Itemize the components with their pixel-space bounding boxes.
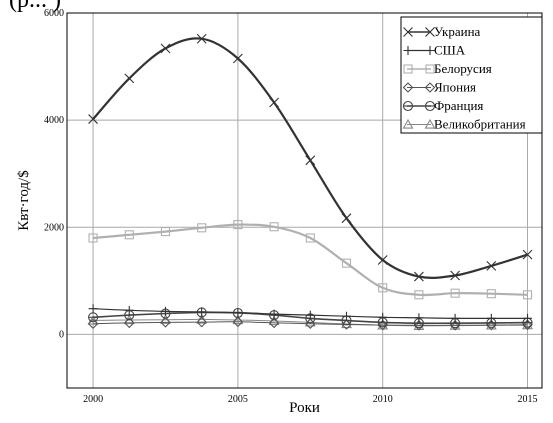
y-tick-label: 2000 [44,222,64,233]
series-+ [88,304,533,323]
data-point-plus-marker [197,307,207,317]
data-point-x-marker [425,27,435,37]
data-point-x-marker [232,53,243,64]
data-point-plus-marker [305,310,315,320]
data-point-plus-marker [233,307,243,317]
y-axis-ticks: 0 2000 4000 6000 [44,8,64,340]
data-point-plus-marker [341,311,351,321]
data-point-diamond-marker [232,316,244,328]
legend-label: Белорусия [434,61,492,76]
x-tick-label: 2015 [518,394,538,405]
data-point-x-marker [414,271,424,282]
data-point-x-marker [160,43,171,54]
data-point-x-marker [522,249,533,260]
series-x [88,33,533,282]
data-point-plus-marker [160,306,170,316]
data-point-square-marker [124,230,134,240]
x-axis-label: Роки [289,400,320,416]
top-text-fragment: (р... ) [9,0,61,13]
data-point-plus-marker [523,313,533,323]
legend-label: Франция [434,98,483,113]
data-point-diamond-marker [87,318,99,329]
series-line [93,223,528,297]
data-point-diamond-marker [268,317,280,329]
data-point-square-marker [414,290,424,300]
legend: Украина США Белорусия Япония Франция Великобр… [400,16,543,134]
data-point-square-marker [160,227,171,237]
data-point-square-marker [425,64,435,74]
data-point-square-marker [450,288,460,298]
data-point-triangle-marker [196,313,208,324]
data-point-square-marker [88,233,98,243]
series-square [88,220,533,300]
data-point-diamond-marker [341,319,352,330]
data-point-x-marker [269,97,279,108]
data-point-diamond-marker [123,317,135,329]
data-point-plus-marker [425,46,435,55]
data-point-plus-marker [269,309,279,319]
data-point-plus-marker [124,305,134,315]
x-tick-label: 2000 [83,394,103,405]
legend-label: Великобритания [434,117,526,132]
legend-item: Великобритания [402,117,526,132]
data-point-triangle-marker [341,318,352,329]
legend-item: Япония [402,80,476,95]
legend-box [400,16,543,134]
data-point-plus-marker [486,313,496,323]
data-point-square-marker [305,233,315,243]
y-tick-label: 6000 [44,8,64,19]
data-point-square-marker [522,290,533,300]
data-point-square-marker [403,64,413,74]
legend-item: США [403,43,466,58]
legend-label: Украина [434,24,481,39]
data-point-triangle-marker [402,118,414,129]
legend-label: США [434,43,466,58]
data-point-diamond-marker [377,319,388,331]
x-tick-label: 2010 [373,394,393,405]
data-point-plus-marker [378,312,388,322]
data-point-plus-marker [414,313,424,323]
legend-item: Франция [402,98,483,113]
data-point-square-marker [269,222,279,232]
chart-series [87,33,533,331]
data-point-triangle-marker [87,314,99,325]
series-line [93,321,528,326]
data-point-x-marker [377,255,388,265]
data-point-diamond-marker [402,82,414,93]
data-point-square-marker [378,283,388,293]
y-tick-label: 0 [59,329,64,340]
data-point-diamond-marker [196,316,207,328]
data-point-x-marker [196,33,207,44]
y-axis-label: Квт·год/$ [16,170,32,231]
data-point-x-marker [450,270,460,281]
legend-item: Белорусия [403,61,492,76]
data-point-plus-marker [88,304,98,314]
data-point-triangle-marker [160,314,171,324]
data-point-plus-marker [450,313,460,323]
data-point-x-marker [341,213,352,224]
data-point-x-marker [486,260,497,271]
y-tick-label: 4000 [44,115,64,126]
data-point-diamond-marker [424,82,436,93]
x-tick-label: 2005 [228,394,248,405]
data-point-triangle-marker [424,118,436,129]
data-point-square-marker [486,289,496,299]
legend-item: Украина [403,24,481,39]
data-point-plus-marker [403,46,413,55]
legend-label: Япония [434,80,476,95]
data-point-square-marker [341,258,352,268]
x-axis-ticks: 2000 2005 2010 2015 [83,394,537,405]
data-point-square-marker [197,223,207,233]
plot-frame [66,12,543,389]
data-point-x-marker [124,73,135,84]
data-point-diamond-marker [160,317,171,328]
data-point-x-marker [305,155,316,166]
data-point-square-marker [233,220,243,230]
data-point-x-marker [403,27,413,37]
data-point-x-marker [88,114,98,124]
